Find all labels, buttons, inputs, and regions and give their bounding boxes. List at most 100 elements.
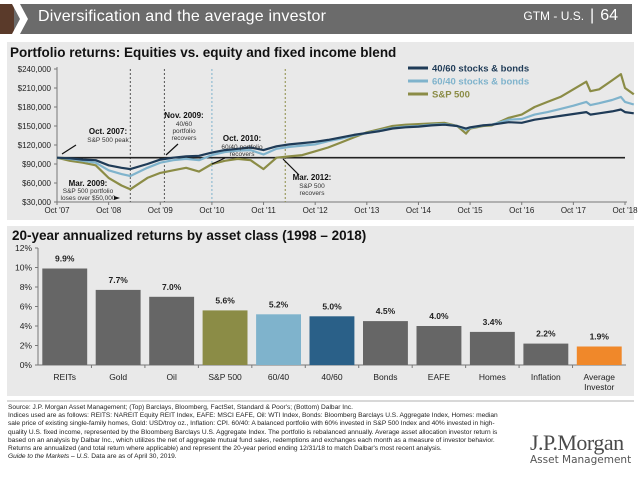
y-tick-label: 4%	[20, 321, 33, 331]
slide-header: Diversification and the average investor…	[0, 2, 632, 36]
bar-chart-title: 20-year annualized returns by asset clas…	[12, 228, 367, 243]
y-tick-label: 12%	[15, 243, 32, 253]
y-tick-label: $90,000	[22, 160, 51, 169]
category-label: Gold	[109, 372, 127, 382]
x-tick-label: Oct '12	[303, 206, 329, 215]
divider	[7, 400, 634, 402]
category-label: REITs	[53, 372, 76, 382]
footnote-source: Source: J.P. Morgan Asset Management; (T…	[8, 404, 353, 411]
annotation-text: 40/60	[176, 121, 193, 128]
y-tick-label: 10%	[15, 263, 32, 273]
jpmorgan-logo: J.P.Morgan Asset Management	[530, 430, 635, 466]
chevron-right-icon	[12, 4, 28, 34]
footnote-body: Indices used are as follows: REITS: NARE…	[8, 412, 498, 453]
category-label: 60/40	[268, 372, 290, 382]
footnote: Source: J.P. Morgan Asset Management; (T…	[8, 404, 503, 461]
x-tick-label: Oct '09	[148, 206, 174, 215]
x-tick-label: Oct '17	[561, 206, 587, 215]
annotation-title: Mar. 2012:	[293, 173, 332, 182]
x-tick-label: Oct '14	[406, 206, 432, 215]
annotation-title: Mar. 2009:	[69, 179, 108, 188]
annotation-text: 60/40 portfolio	[221, 144, 263, 151]
x-tick-label: Oct '08	[96, 206, 122, 215]
y-tick-label: 0%	[20, 360, 33, 370]
annotation-text: recovers	[300, 190, 326, 197]
annotation-text: S&P 500 peak	[87, 137, 129, 144]
bar-value-label: 3.4%	[483, 317, 503, 327]
legend-label: 40/60 stocks & bonds	[432, 64, 529, 75]
y-tick-label: $60,000	[22, 179, 51, 188]
category-label: Average	[584, 372, 616, 382]
x-tick-label: Oct '10	[199, 206, 225, 215]
y-tick-label: $30,000	[22, 198, 51, 207]
y-tick-label: 6%	[20, 302, 33, 312]
y-tick-label: $240,000	[18, 65, 52, 74]
bar-reits	[42, 268, 88, 365]
y-tick-label: $150,000	[18, 122, 52, 131]
bar-inflation	[523, 343, 569, 365]
annotation-title: Oct. 2007:	[89, 127, 127, 136]
bar-60-40	[256, 314, 301, 365]
bar-oil	[149, 296, 195, 366]
section-label: GTM - U.S.	[523, 9, 585, 23]
annotation-text: S&P 500	[299, 183, 325, 190]
category-label: Homes	[479, 372, 506, 382]
y-tick-label: $180,000	[18, 103, 52, 112]
bar-average-investor	[576, 346, 622, 365]
line-chart: $30,000 $60,000 $90,000 $120,000 $150,000 $18…	[18, 64, 638, 216]
bar-gold	[95, 289, 141, 365]
line-chart-title: Portfolio returns: Equities vs. equity a…	[10, 45, 397, 60]
x-tick-label: Oct '16	[509, 206, 535, 215]
page-indicator: GTM - U.S. | 64	[523, 7, 618, 25]
category-label: Investor	[584, 382, 614, 392]
category-label: EAFE	[428, 372, 451, 382]
bar-value-label: 5.0%	[322, 301, 342, 311]
legend-label: 60/40 stocks & bonds	[432, 77, 529, 88]
bar-40-60	[309, 316, 355, 366]
logo-name: J.P.Morgan	[530, 430, 624, 455]
bar-value-label: 7.7%	[108, 275, 128, 285]
annotation-text: S&P 500 portfolio	[63, 188, 114, 195]
annotation-arrow	[114, 196, 120, 200]
footnote-guide: Guide to the Markets – U.S. Data are as …	[8, 453, 503, 461]
bar-bonds	[363, 321, 408, 365]
header-bar	[14, 4, 632, 34]
category-label: S&P 500	[208, 372, 242, 382]
bar-value-label: 9.9%	[55, 253, 75, 263]
annotation-title: Oct. 2010:	[223, 134, 261, 143]
category-label: Inflation	[531, 372, 561, 382]
x-tick-label: Oct '18	[612, 206, 638, 215]
bar-value-label: 5.6%	[215, 295, 235, 305]
bar-homes	[469, 331, 515, 365]
bar-eafe	[416, 326, 462, 365]
x-tick-label: Oct '13	[354, 206, 380, 215]
bar-value-label: 5.2%	[269, 299, 289, 309]
bar-value-label: 7.0%	[162, 282, 182, 292]
x-tick-label: Oct '07	[44, 206, 70, 215]
annotation-title: Nov. 2009:	[164, 111, 203, 120]
y-tick-label: $210,000	[18, 84, 52, 93]
annotation-text: loses over $50,000	[61, 195, 116, 202]
bar-value-label: 4.0%	[429, 311, 449, 321]
annotation-text: recovers	[172, 135, 198, 142]
bar-value-label: 2.2%	[536, 329, 556, 339]
x-tick-label: Oct '15	[458, 206, 484, 215]
page-number: 64	[600, 7, 618, 24]
series-line-40-60-stocks-bonds	[56, 108, 634, 171]
y-tick-label: 8%	[20, 282, 33, 292]
annotation-text: recovers	[230, 151, 256, 158]
legend-label: S&P 500	[432, 90, 470, 101]
bar-chart: 0% 2% 4% 6% 8% 10% 12% 9.9% REITs 7.7% Gold 7.0% Oil…	[15, 243, 626, 392]
annotation-arrow	[282, 158, 300, 176]
y-tick-label: $120,000	[18, 141, 52, 150]
logo-subtitle: Asset Management	[530, 454, 632, 466]
separator: |	[590, 7, 595, 24]
bar-s-p-500	[202, 310, 248, 365]
annotation-text: portfolio	[172, 128, 196, 135]
line-chart-panel	[7, 42, 634, 220]
category-label: Oil	[166, 372, 177, 382]
x-tick-label: Oct '11	[251, 206, 276, 215]
guide-date: Data are as of April 30, 2019.	[89, 453, 177, 461]
bar-value-label: 4.5%	[376, 306, 396, 316]
guide-title: Guide to the Markets – U.S.	[8, 453, 90, 461]
